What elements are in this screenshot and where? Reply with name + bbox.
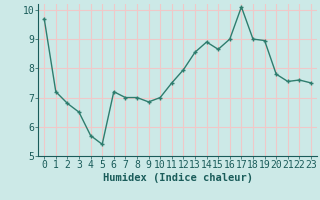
X-axis label: Humidex (Indice chaleur): Humidex (Indice chaleur) — [103, 173, 252, 183]
